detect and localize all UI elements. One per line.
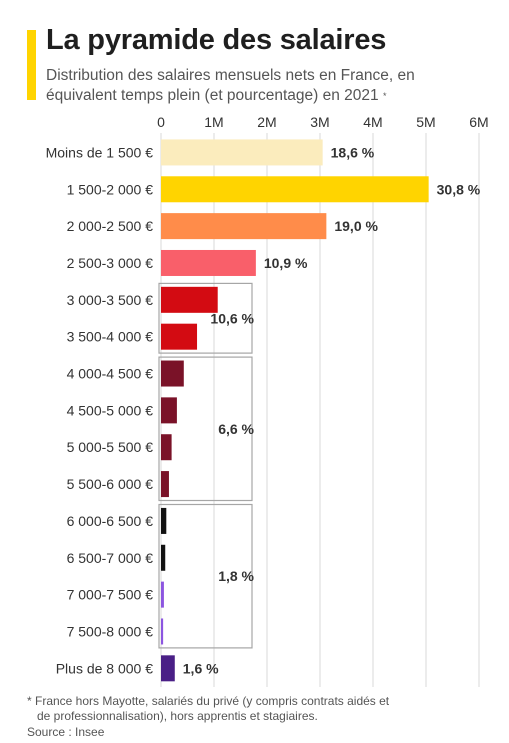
bar <box>161 544 166 571</box>
bar <box>161 655 175 682</box>
x-tick-label: 4M <box>363 114 382 130</box>
group-label: 10,6 % <box>210 310 254 326</box>
x-tick-label: 0 <box>157 114 165 130</box>
bar <box>161 213 327 240</box>
bar <box>161 286 218 313</box>
footnote-line-2: de professionnalisation), hors apprentis… <box>37 709 318 723</box>
chart-subtitle: Distribution des salaires mensuels nets … <box>46 66 486 106</box>
category-label: 1 500-2 000 € <box>67 181 154 197</box>
source-note: Source : Insee <box>27 725 105 739</box>
x-tick-label: 6M <box>469 114 488 130</box>
bar <box>161 618 164 645</box>
bar <box>161 323 198 350</box>
footnote: * France hors Mayotte, salariés du privé… <box>27 694 487 724</box>
bar <box>161 176 429 203</box>
x-tick-label: 3M <box>310 114 329 130</box>
title-accent-bar <box>27 30 36 100</box>
group-label: 6,6 % <box>218 421 254 437</box>
chart-title: La pyramide des salaires <box>46 24 387 56</box>
category-label: Plus de 8 000 € <box>56 660 154 676</box>
category-label: 7 500-8 000 € <box>67 623 154 639</box>
group-bracket <box>158 503 253 649</box>
footnote-line-1: * France hors Mayotte, salariés du privé… <box>27 694 390 708</box>
x-tick-label: 1M <box>204 114 223 130</box>
category-label: 7 000-7 500 € <box>67 587 154 603</box>
bar <box>161 397 177 424</box>
bar <box>161 434 172 461</box>
group-label: 1,8 % <box>218 568 254 584</box>
category-label: 5 500-6 000 € <box>67 476 154 492</box>
bar-value-label: 18,6 % <box>331 144 375 160</box>
group-bracket <box>158 356 253 502</box>
category-label: 4 500-5 000 € <box>67 402 154 418</box>
category-label: 4 000-4 500 € <box>67 366 154 382</box>
category-label: 6 500-7 000 € <box>67 550 154 566</box>
bar-value-label: 1,6 % <box>183 660 219 676</box>
x-tick-label: 2M <box>257 114 276 130</box>
bar <box>161 139 323 166</box>
category-label: 5 000-5 500 € <box>67 439 154 455</box>
category-label: 6 000-6 500 € <box>67 513 154 529</box>
bar-value-label: 10,9 % <box>264 255 308 271</box>
bar <box>161 360 184 387</box>
category-label: Moins de 1 500 € <box>46 144 154 160</box>
bar <box>161 581 164 608</box>
category-label: 2 500-3 000 € <box>67 255 154 271</box>
x-tick-label: 5M <box>416 114 435 130</box>
bar <box>161 507 167 534</box>
bar-value-label: 19,0 % <box>334 218 378 234</box>
group-bracket <box>158 282 253 354</box>
subtitle-asterisk: * <box>382 91 387 101</box>
bar-value-label: 30,8 % <box>437 181 481 197</box>
subtitle-text: Distribution des salaires mensuels nets … <box>46 67 415 104</box>
bar <box>161 471 169 498</box>
category-label: 2 000-2 500 € <box>67 218 154 234</box>
category-label: 3 500-4 000 € <box>67 329 154 345</box>
bar <box>161 249 256 276</box>
category-label: 3 000-3 500 € <box>67 292 154 308</box>
